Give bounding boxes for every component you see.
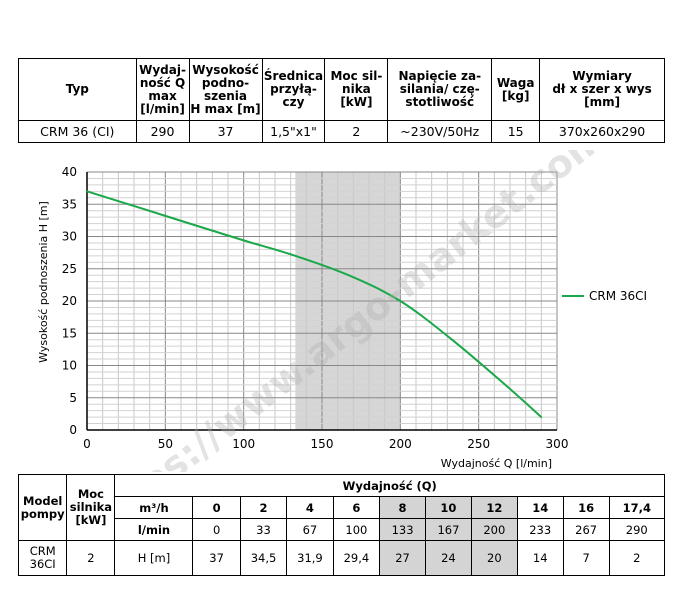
- m3h-cell: 17,4: [608, 496, 666, 519]
- spec-value-head: 37: [188, 120, 263, 143]
- lmin-cell: 233: [516, 518, 564, 541]
- spec-header-dimensions: Wymiary dł x szer x wys [mm]: [539, 58, 665, 121]
- y-tick-label: 0: [69, 423, 77, 437]
- x-tick-label: 300: [546, 437, 569, 451]
- m3h-row: m³/h 0 2 4 6 8 10 12 14 16 17,4: [19, 496, 666, 519]
- data-header-row: Model pompy Moc silnika [kW] Wydajność (…: [17, 474, 665, 541]
- data-point: [504, 384, 507, 386]
- m3h-cell: 0: [192, 496, 241, 519]
- y-tick-label: 30: [62, 230, 77, 244]
- power-value: 2: [66, 540, 116, 576]
- x-axis-label: Wydajność Q [l/min]: [441, 457, 552, 470]
- head-cell: 37: [192, 540, 241, 576]
- head-cell: 27: [379, 540, 426, 576]
- y-tick-label: 25: [62, 262, 77, 276]
- x-tick-label: 0: [83, 437, 91, 451]
- model-value: CRM 36CI: [17, 540, 68, 576]
- series-line-crm-36ci: [86, 190, 542, 418]
- axis-layer: [86, 172, 557, 431]
- grid-layer: [86, 171, 558, 431]
- head-cell: 14: [516, 540, 564, 576]
- spec-value-power: 2: [324, 120, 389, 143]
- head-row: CRM 36CI 2 H [m] 37 34,5 31,9 29,4 27 24 20 14 7…: [17, 540, 666, 576]
- head-cell: 34,5: [239, 540, 288, 576]
- spec-table: Typ Wydaj- ność Q max [l/min] Wysokość p…: [18, 58, 665, 143]
- y-tick-label: 35: [62, 197, 77, 211]
- data-point: [137, 206, 140, 209]
- lmin-unit: l/min: [114, 518, 194, 541]
- x-tick-label: 50: [158, 437, 173, 451]
- lmin-cell: 33: [239, 518, 288, 541]
- spec-header-flow: Wydaj- ność Q max [l/min]: [135, 58, 190, 121]
- power-header: Moc silnika [kW]: [66, 474, 116, 541]
- performance-chart: 0 50 100 150 200 250 300 0 5 10 15 20 25 30 35 40 Wysok…: [37, 150, 647, 472]
- spec-header-head: Wysokość podno- szenia H max [m]: [188, 58, 263, 121]
- spec-header-type: Typ: [18, 58, 137, 121]
- x-tick-label: 150: [311, 437, 334, 451]
- m3h-cell: 4: [286, 496, 334, 519]
- lmin-cell: 267: [562, 518, 610, 541]
- legend-label: CRM 36CI: [589, 289, 647, 303]
- head-cell: 2: [608, 540, 666, 576]
- data-table: Model pompy Moc silnika [kW] Wydajność (…: [17, 474, 666, 576]
- data-point: [451, 338, 453, 341]
- m3h-unit: m³/h: [114, 496, 194, 519]
- series-layer: [86, 190, 543, 418]
- m3h-cell: 16: [562, 496, 610, 519]
- spec-value-flow: 290: [135, 120, 190, 143]
- legend: CRM 36CI: [562, 289, 647, 303]
- model-header: Model pompy: [17, 474, 68, 541]
- x-tick-label: 100: [232, 437, 255, 451]
- spec-value-voltage: ~230V/50Hz: [387, 120, 493, 143]
- head-cell: 7: [562, 540, 610, 576]
- m3h-cell: 2: [239, 496, 288, 519]
- spec-header-connection: Średnica przyłą- czy: [261, 58, 326, 121]
- data-point: [294, 255, 297, 257]
- m3h-cell: 14: [516, 496, 564, 519]
- tick-label-layer: 0 50 100 150 200 250 300 0 5 10 15 20 25 30 35 40: [62, 165, 569, 451]
- y-tick-label: 40: [62, 165, 77, 179]
- lmin-row: l/min 0 33 67 100 133 167 200 233 267 290: [19, 518, 666, 541]
- lmin-cell: 67: [286, 518, 334, 541]
- lmin-cell: 100: [332, 518, 381, 541]
- x-tick-label: 250: [467, 437, 490, 451]
- lmin-cell: 133: [379, 518, 426, 541]
- m3h-cell: 12: [470, 496, 518, 519]
- y-tick-label: 5: [69, 391, 77, 405]
- head-cell: 24: [424, 540, 472, 576]
- y-axis-label: Wysokość podnoszenia H [m]: [37, 201, 50, 363]
- head-cell: 31,9: [286, 540, 334, 576]
- lmin-cell: 0: [192, 518, 241, 541]
- lmin-cell: 200: [470, 518, 518, 541]
- lmin-cell: 290: [608, 518, 666, 541]
- spec-header-weight: Waga [kg]: [491, 58, 541, 121]
- data-point: [191, 223, 193, 226]
- head-cell: 20: [470, 540, 518, 576]
- m3h-cell: 6: [332, 496, 381, 519]
- spec-value-type: CRM 36 (CI): [18, 120, 137, 143]
- head-cell: 29,4: [332, 540, 381, 576]
- flow-header: Wydajność (Q): [114, 474, 665, 497]
- data-point: [347, 274, 350, 276]
- y-tick-label: 20: [62, 294, 77, 308]
- spec-value-connection: 1,5"x1": [261, 120, 326, 143]
- spec-header-voltage: Napięcie za- silania/ czę- stotliwość: [387, 58, 493, 121]
- m3h-cell: 8: [379, 496, 426, 519]
- spec-value-row: CRM 36 (CI) 290 37 1,5"x1" 2 ~230V/50Hz …: [18, 120, 665, 143]
- x-tick-label: 200: [389, 437, 412, 451]
- y-tick-label: 10: [62, 359, 77, 373]
- m3h-cell: 10: [424, 496, 472, 519]
- data-point: [242, 239, 245, 242]
- head-unit: H [m]: [114, 540, 194, 576]
- spec-value-weight: 15: [491, 120, 541, 143]
- spec-value-dimensions: 370x260x290: [539, 120, 665, 143]
- spec-header-power: Moc sil- nika [kW]: [324, 58, 389, 121]
- lmin-cell: 167: [424, 518, 472, 541]
- data-point: [540, 416, 543, 418]
- data-point: [399, 300, 402, 302]
- spec-header-row: Typ Wydaj- ność Q max [l/min] Wysokość p…: [18, 58, 665, 121]
- y-tick-label: 15: [62, 326, 77, 340]
- data-point: [86, 190, 88, 193]
